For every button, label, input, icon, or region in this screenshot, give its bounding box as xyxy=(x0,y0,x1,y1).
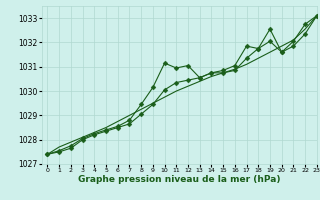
X-axis label: Graphe pression niveau de la mer (hPa): Graphe pression niveau de la mer (hPa) xyxy=(78,175,280,184)
